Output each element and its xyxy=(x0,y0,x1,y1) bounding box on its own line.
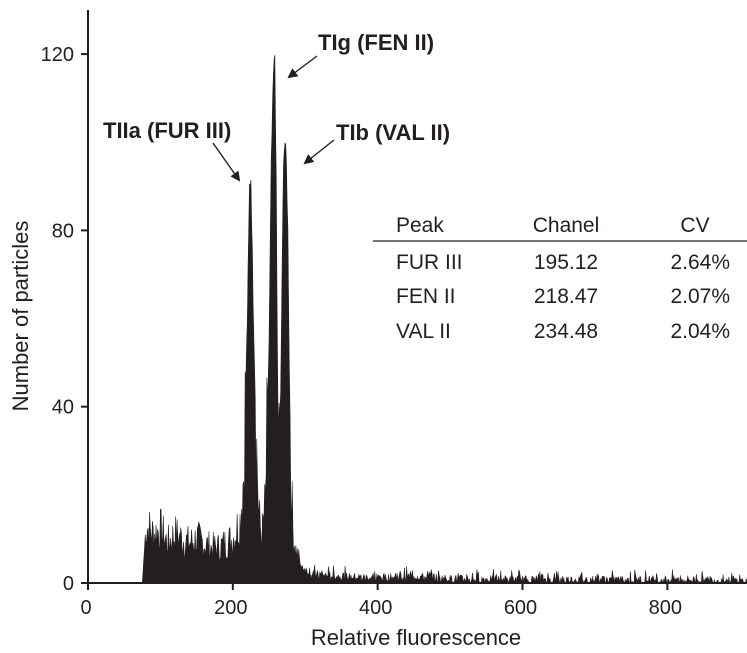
histogram-area xyxy=(141,55,747,585)
histogram-series xyxy=(141,55,747,585)
table-header-cell: CV xyxy=(680,214,709,237)
peak-arrow xyxy=(303,139,335,165)
y-axis-label: Number of particles xyxy=(8,221,33,412)
y-tick-label: 80 xyxy=(52,220,74,242)
table-cell: FEN II xyxy=(396,285,456,308)
peak-label: TIb (VAL II) xyxy=(336,120,450,145)
peak-arrow xyxy=(287,55,318,79)
x-axis-ticks: 0 200 400 600 800 xyxy=(80,583,682,619)
x-tick-label: 0 xyxy=(80,597,91,619)
x-tick-label: 400 xyxy=(359,597,392,619)
peak-arrow xyxy=(212,142,241,182)
x-tick-label: 600 xyxy=(504,597,537,619)
x-axis-label: Relative fluorescence xyxy=(311,625,521,650)
y-tick-label: 0 xyxy=(63,573,74,595)
peak-label: TIg (FEN II) xyxy=(318,30,434,55)
table-header-cell: Peak xyxy=(396,214,444,237)
y-tick-label: 40 xyxy=(52,397,74,419)
x-tick-label: 200 xyxy=(214,597,247,619)
peak-label: TIIa (FUR III) xyxy=(103,118,231,143)
x-tick-label: 800 xyxy=(649,597,682,619)
peak-annotations: TIIa (FUR III) TIg (FEN II) TIb (VAL II) xyxy=(103,30,450,182)
peak-table: Peak Chanel CV FUR III 195.12 2.64% FEN II 218.… xyxy=(373,214,747,343)
table-cell: 218.47 xyxy=(534,285,598,308)
table-cell: 2.04% xyxy=(670,320,730,343)
y-axis-ticks: 0 40 80 120 xyxy=(41,44,88,595)
table-cell: 2.64% xyxy=(670,251,730,274)
y-tick-label: 120 xyxy=(41,44,74,66)
table-cell: VAL II xyxy=(396,320,451,343)
table-header-cell: Chanel xyxy=(533,214,600,237)
table-cell: FUR III xyxy=(396,251,463,274)
table-cell: 2.07% xyxy=(670,285,730,308)
table-cell: 195.12 xyxy=(534,251,598,274)
table-cell: 234.48 xyxy=(534,320,598,343)
